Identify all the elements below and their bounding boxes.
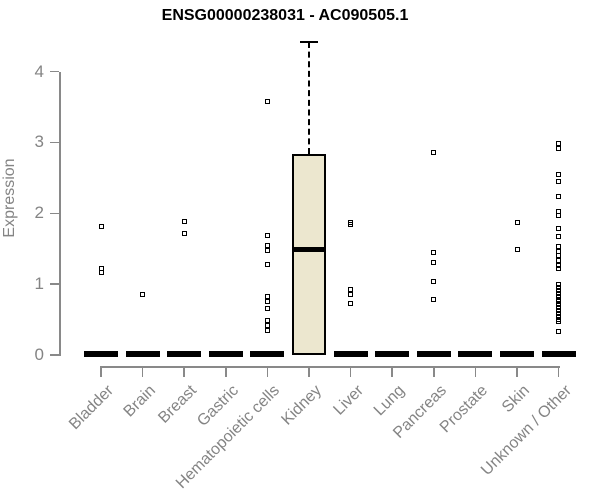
zero-median-bar	[84, 351, 118, 357]
zero-median-bar	[250, 351, 285, 357]
y-axis-tick	[50, 141, 59, 144]
whisker-cap	[300, 40, 318, 44]
outlier-point	[556, 145, 562, 151]
outlier-point	[181, 219, 187, 225]
outlier-point	[556, 302, 562, 308]
outlier-point	[348, 291, 354, 297]
outlier-point	[556, 171, 562, 177]
y-tick-label: 3	[34, 132, 44, 152]
outlier-point	[98, 224, 104, 230]
y-axis-tick	[50, 212, 59, 215]
outlier-point	[556, 310, 562, 316]
outlier-point	[264, 322, 270, 328]
outlier-point	[98, 270, 104, 276]
outlier-point	[556, 225, 562, 231]
zero-median-bar	[416, 351, 451, 357]
x-axis-tick	[100, 366, 102, 377]
x-axis-tick	[474, 366, 477, 377]
outlier-point	[264, 317, 270, 323]
outlier-point	[514, 220, 520, 225]
outlier-point	[556, 288, 562, 294]
y-axis-tick	[50, 354, 59, 356]
zero-median-bar	[333, 351, 368, 357]
zero-median-bar	[500, 351, 534, 357]
outlier-point	[140, 292, 146, 298]
outlier-point	[556, 299, 562, 305]
x-axis-tick	[516, 366, 518, 377]
x-axis-tick	[225, 366, 227, 377]
y-axis-tick	[50, 283, 59, 285]
outlier-point	[348, 301, 354, 307]
outlier-point	[514, 246, 520, 252]
outlier-point	[264, 294, 270, 300]
outlier-point	[264, 305, 270, 311]
outlier-point	[556, 282, 562, 288]
outlier-point	[431, 149, 437, 155]
x-axis-tick	[183, 366, 185, 377]
zero-median-bar	[541, 351, 576, 357]
zero-median-bar	[167, 351, 202, 357]
chart-title: ENSG00000238031 - AC090505.1	[161, 7, 409, 24]
x-axis-tick	[557, 366, 560, 377]
outlier-point	[556, 140, 562, 146]
outlier-point	[264, 98, 270, 104]
x-axis-tick	[433, 366, 435, 377]
outlier-point	[556, 178, 562, 184]
outlier-point	[181, 230, 187, 236]
outlier-point	[431, 297, 437, 303]
outlier-point	[556, 305, 562, 311]
outlier-point	[431, 249, 437, 255]
outlier-point	[556, 244, 562, 250]
box	[292, 153, 326, 355]
outlier-point	[556, 329, 562, 335]
outlier-point	[556, 290, 562, 296]
x-axis-line	[100, 366, 560, 368]
outlier-point	[556, 307, 562, 313]
outlier-point	[264, 242, 270, 248]
outlier-point	[348, 222, 354, 228]
y-tick-label: 4	[34, 61, 44, 81]
x-axis-tick	[308, 366, 310, 377]
outlier-point	[264, 261, 270, 267]
zero-median-bar	[458, 351, 493, 357]
y-axis-tick	[50, 70, 59, 73]
outlier-point	[264, 233, 270, 239]
y-tick-label: 2	[34, 203, 44, 223]
outlier-point	[556, 266, 562, 272]
x-axis-tick	[349, 366, 352, 377]
outlier-point	[431, 278, 437, 284]
outlier-point	[556, 193, 562, 199]
y-tick-label: 1	[34, 274, 44, 294]
median-line	[292, 246, 326, 252]
outlier-point	[556, 296, 562, 302]
outlier-point	[264, 247, 270, 253]
zero-median-bar	[125, 351, 160, 357]
outlier-point	[556, 285, 562, 291]
outlier-point	[431, 260, 437, 266]
zero-median-bar	[208, 351, 243, 357]
outlier-point	[556, 212, 562, 218]
whisker-line	[308, 41, 310, 154]
outlier-point	[264, 328, 270, 334]
outlier-point	[556, 234, 562, 240]
outlier-point	[556, 319, 562, 325]
y-tick-label: 0	[34, 345, 44, 364]
x-axis-tick	[141, 366, 144, 377]
outlier-point	[264, 299, 270, 305]
outlier-point	[556, 293, 562, 299]
outlier-point	[556, 253, 562, 259]
x-axis-tick	[391, 366, 393, 377]
x-axis-tick	[266, 366, 269, 377]
zero-median-bar	[375, 351, 410, 357]
y-axis-line	[59, 71, 61, 356]
